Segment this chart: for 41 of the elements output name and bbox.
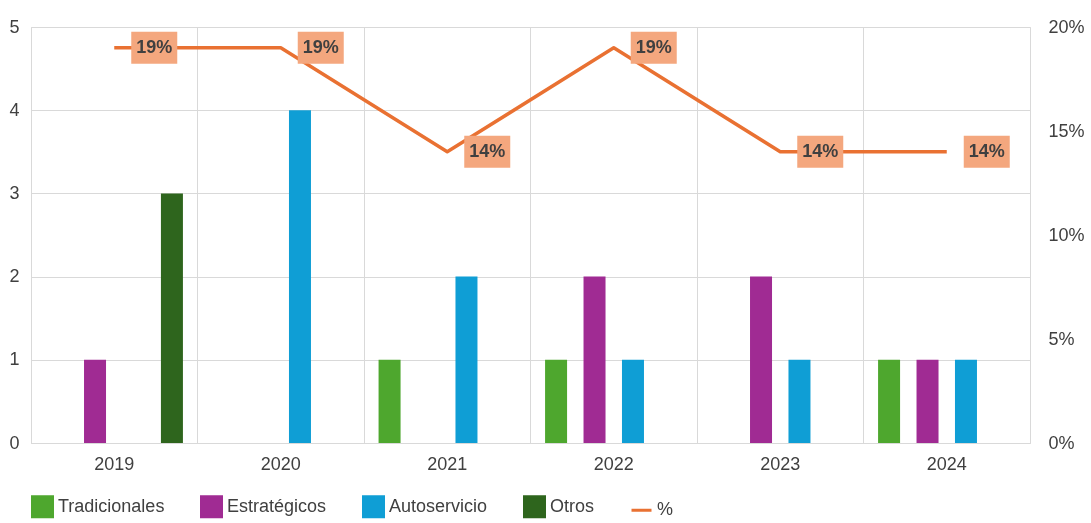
- y-tick-label: 3: [9, 182, 20, 203]
- data-label: 14%: [968, 140, 1005, 161]
- bar: [160, 193, 183, 443]
- y2-tick-label: 20%: [1048, 16, 1085, 37]
- data-label: 14%: [802, 140, 839, 161]
- y-tick-label: 4: [9, 99, 20, 120]
- bar: [545, 359, 568, 443]
- y2-tick-label: 10%: [1048, 224, 1085, 245]
- bar: [954, 359, 977, 443]
- legend-label: Tradicionales: [58, 495, 165, 516]
- legend-label: Autoservicio: [389, 495, 488, 516]
- x-tick-label: 2020: [260, 453, 301, 474]
- x-tick-label: 2023: [760, 453, 801, 474]
- data-label: 19%: [302, 36, 339, 57]
- y-tick-label: 1: [9, 349, 20, 370]
- data-label: 19%: [635, 36, 672, 57]
- bar: [583, 276, 606, 443]
- bar: [621, 359, 644, 443]
- y-tick-label: 5: [9, 16, 20, 37]
- x-tick-label: 2022: [593, 453, 634, 474]
- data-label: 14%: [469, 140, 506, 161]
- data-label: 19%: [136, 36, 173, 57]
- bar: [788, 359, 811, 443]
- y-tick-label: 2: [9, 266, 20, 287]
- legend-label: Otros: [550, 495, 595, 516]
- bar: [455, 276, 478, 443]
- y-tick-label: 0: [9, 432, 20, 453]
- bar: [750, 276, 773, 443]
- legend-label: Estratégicos: [227, 495, 327, 516]
- x-tick-label: 2019: [94, 453, 135, 474]
- bar: [84, 359, 107, 443]
- bar: [378, 359, 401, 443]
- bar: [878, 359, 901, 443]
- x-tick-label: 2021: [427, 453, 468, 474]
- y2-tick-label: 0%: [1048, 432, 1075, 453]
- legend-label: %: [657, 499, 674, 520]
- bar: [288, 110, 311, 443]
- bar: [916, 359, 939, 443]
- y2-tick-label: 5%: [1048, 328, 1075, 349]
- x-tick-label: 2024: [926, 453, 967, 474]
- y2-tick-label: 15%: [1048, 120, 1085, 141]
